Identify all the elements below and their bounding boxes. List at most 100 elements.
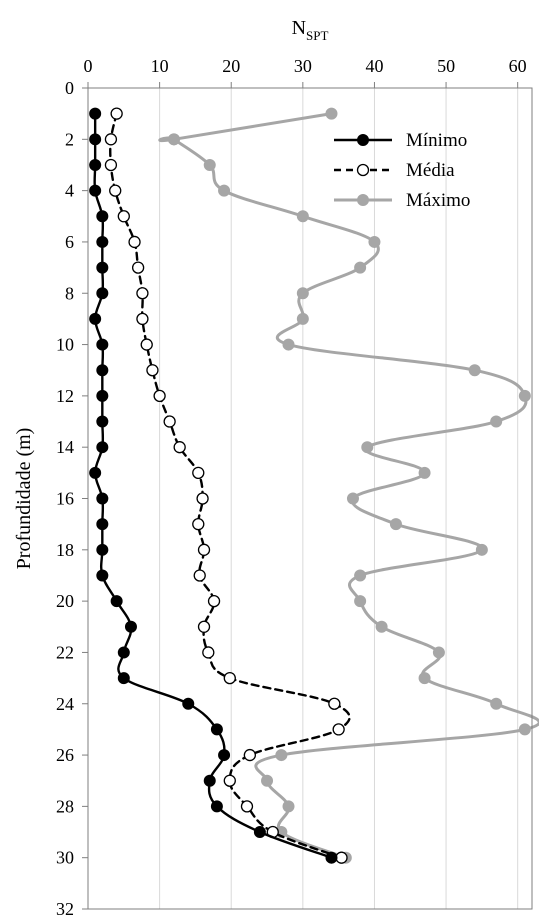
x-tick-label-50: 50 [437, 56, 455, 76]
y-tick-label-26: 26 [56, 745, 74, 765]
y-tick-label-8: 8 [65, 283, 74, 303]
data-point-minimo-3 [89, 184, 102, 197]
data-point-media-0 [110, 107, 123, 120]
x-axis-title: NSPT [292, 17, 329, 43]
data-point-minimo-20 [124, 620, 137, 633]
data-point-minimo-12 [96, 415, 109, 428]
data-point-maximo-22 [432, 646, 445, 659]
series-media [104, 107, 351, 864]
data-point-media-27 [240, 800, 254, 813]
data-point-maximo-4 [218, 184, 231, 197]
legend-marker-minimo [357, 134, 369, 146]
data-point-maximo-3 [203, 158, 216, 171]
data-point-maximo-20 [354, 595, 367, 608]
data-point-media-26 [223, 774, 236, 787]
data-point-minimo-17 [96, 543, 109, 556]
data-point-minimo-1 [89, 133, 102, 146]
legend-label-media: Média [406, 160, 455, 181]
y-tick-label-6: 6 [65, 232, 74, 252]
y-tick-label-16: 16 [56, 489, 74, 509]
y-tick-label-24: 24 [56, 694, 74, 714]
data-point-media-9 [140, 338, 153, 351]
data-point-minimo-28 [253, 826, 266, 839]
data-point-media-3 [109, 184, 122, 197]
legend: Mínimo Média Máximo [334, 130, 470, 211]
data-point-minimo-14 [89, 466, 102, 479]
data-point-maximo-14 [361, 441, 374, 454]
x-tick-label-20: 20 [222, 56, 240, 76]
data-point-minimo-13 [96, 441, 109, 454]
data-point-maximo-17 [389, 518, 402, 531]
data-point-minimo-2 [89, 158, 102, 171]
data-point-minimo-29 [325, 851, 338, 864]
data-point-minimo-26 [203, 774, 216, 787]
data-point-minimo-6 [96, 261, 109, 274]
data-point-minimo-15 [96, 492, 109, 505]
data-point-media-22 [223, 671, 236, 685]
data-point-minimo-11 [96, 389, 109, 402]
data-point-media-13 [173, 441, 186, 454]
data-point-media-29 [335, 851, 348, 864]
data-point-maximo-10 [282, 338, 295, 351]
data-point-media-11 [153, 389, 166, 403]
y-tick-label-14: 14 [56, 437, 74, 457]
y-tick-label-0: 0 [65, 78, 74, 98]
data-point-media-4 [117, 210, 130, 223]
data-point-media-15 [196, 492, 209, 505]
data-point-minimo-5 [96, 235, 109, 248]
x-tick-label-0: 0 [84, 56, 93, 76]
data-point-media-14 [192, 466, 205, 479]
legend-marker-media [356, 163, 370, 177]
data-point-minimo-23 [182, 697, 195, 710]
data-point-minimo-4 [96, 210, 109, 223]
data-point-minimo-0 [89, 107, 102, 120]
legend-marker-maximo [357, 194, 369, 206]
x-tick-label-30: 30 [294, 56, 312, 76]
data-point-maximo-9 [296, 312, 309, 325]
data-point-minimo-18 [96, 569, 109, 582]
data-point-media-2 [104, 158, 118, 172]
data-point-minimo-9 [96, 338, 109, 351]
data-point-media-25 [243, 748, 256, 762]
data-point-maximo-7 [354, 261, 367, 274]
data-point-maximo-27 [261, 774, 274, 787]
data-point-maximo-16 [346, 492, 359, 505]
data-point-media-12 [163, 415, 176, 428]
data-point-maximo-15 [418, 466, 431, 479]
data-point-maximo-25 [518, 723, 531, 736]
data-point-maximo-11 [468, 364, 481, 377]
data-point-maximo-13 [490, 415, 503, 428]
y-tick-label-22: 22 [56, 642, 74, 662]
data-point-maximo-28 [282, 800, 295, 813]
data-point-media-8 [136, 312, 149, 326]
x-axis-title-main: N [292, 17, 306, 39]
data-point-minimo-8 [89, 312, 102, 325]
y-tick-label-12: 12 [56, 386, 74, 406]
data-point-minimo-7 [96, 287, 109, 300]
data-point-maximo-18 [475, 543, 488, 556]
data-point-maximo-6 [368, 235, 381, 248]
data-point-minimo-24 [210, 723, 223, 736]
data-point-media-5 [128, 235, 141, 249]
x-tick-label-40: 40 [365, 56, 383, 76]
data-point-maximo-12 [518, 389, 531, 402]
data-point-maximo-8 [296, 287, 309, 300]
y-axis-title: Profundidade (m) [13, 428, 35, 570]
data-point-media-18 [193, 569, 206, 582]
y-tick-label-32: 32 [56, 899, 74, 915]
data-point-minimo-27 [210, 800, 223, 813]
data-point-minimo-19 [110, 595, 123, 608]
data-point-media-17 [197, 543, 211, 556]
data-point-maximo-5 [296, 210, 309, 223]
data-point-media-21 [202, 646, 215, 659]
legend-label-minimo: Mínimo [406, 130, 467, 151]
plot-border [87, 87, 533, 910]
y-tick-label-4: 4 [65, 181, 74, 201]
data-point-maximo-21 [375, 620, 388, 633]
data-point-media-19 [207, 594, 221, 608]
y-tick-label-2: 2 [65, 129, 74, 149]
series-minimo [89, 107, 338, 864]
data-point-maximo-2 [167, 133, 180, 146]
